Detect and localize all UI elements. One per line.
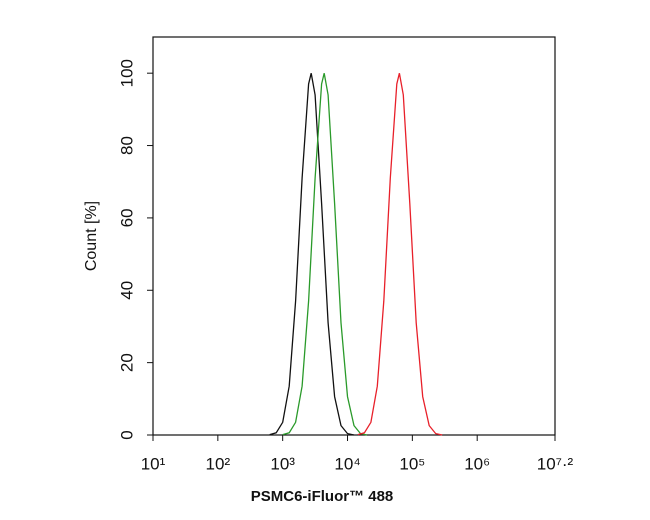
x-tick-label: 10¹ xyxy=(141,454,166,473)
y-axis-title: Count [%] xyxy=(83,201,100,271)
y-tick-label: 80 xyxy=(117,136,136,155)
y-tick-label: 20 xyxy=(117,353,136,372)
x-axis-title: PSMC6-iFluor™ 488 xyxy=(251,488,394,505)
plot-frame xyxy=(152,36,556,436)
histogram-line xyxy=(357,73,443,436)
x-tick-label: 10⁴ xyxy=(334,454,360,473)
x-tick-label: 10⁷·² xyxy=(537,454,574,473)
x-tick-label: 10⁶ xyxy=(464,454,490,473)
y-tick-label: 60 xyxy=(117,208,136,227)
y-tick-label: 0 xyxy=(117,430,136,439)
x-tick-label: 10² xyxy=(206,454,231,473)
histogram-line xyxy=(282,73,368,436)
y-tick-label: 40 xyxy=(117,281,136,300)
y-tick-label: 100 xyxy=(117,59,136,87)
x-tick-label: 10³ xyxy=(270,454,295,473)
histogram-line xyxy=(269,73,355,436)
x-tick-label: 10⁵ xyxy=(399,454,425,473)
